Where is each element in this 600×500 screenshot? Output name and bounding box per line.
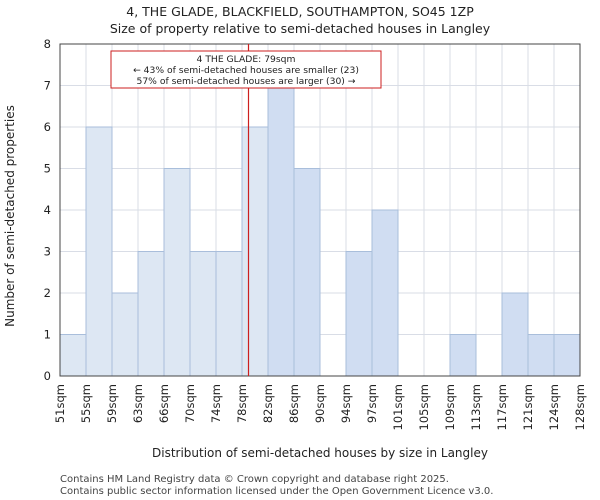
annotation-line2: ← 43% of semi-detached houses are smalle… — [133, 65, 359, 76]
bar-94sqm — [345, 251, 373, 377]
footer-line1: Contains HM Land Registry data © Crown c… — [60, 474, 449, 485]
x-tick-66sqm: 66sqm — [157, 384, 171, 423]
bars-layer — [59, 85, 581, 377]
x-tick-117sqm: 117sqm — [495, 384, 509, 430]
bar-78sqm — [241, 126, 269, 377]
x-tick-74sqm: 74sqm — [209, 384, 223, 423]
bar-66sqm — [163, 168, 191, 377]
x-tick-51sqm: 51sqm — [53, 384, 67, 423]
bar-51sqm — [59, 334, 87, 377]
bar-124sqm — [553, 334, 581, 377]
bar-74sqm — [215, 251, 243, 377]
bar-82sqm — [267, 85, 295, 377]
bar-97sqm — [371, 209, 399, 377]
x-tick-113sqm: 113sqm — [469, 384, 483, 430]
x-tick-63sqm: 63sqm — [131, 384, 145, 423]
y-tick-8: 8 — [44, 37, 51, 51]
chart-title-line1: 4, THE GLADE, BLACKFIELD, SOUTHAMPTON, S… — [126, 4, 474, 19]
y-tick-0: 0 — [44, 369, 51, 383]
x-tick-82sqm: 82sqm — [261, 384, 275, 423]
bar-63sqm — [137, 251, 165, 377]
y-axis-label: Number of semi-detached properties — [3, 105, 17, 327]
bar-55sqm — [85, 126, 113, 377]
x-tick-78sqm: 78sqm — [235, 384, 249, 423]
annotation-frame — [110, 50, 382, 89]
x-axis-label: Distribution of semi-detached houses by … — [152, 446, 488, 460]
plot-frame — [59, 43, 581, 377]
annotation-line3: 57% of semi-detached houses are larger (… — [136, 76, 355, 87]
x-tick-90sqm: 90sqm — [313, 384, 327, 423]
x-tick-86sqm: 86sqm — [287, 384, 301, 423]
x-tick-128sqm: 128sqm — [573, 384, 587, 430]
y-tick-4: 4 — [44, 203, 51, 217]
y-tick-7: 7 — [44, 79, 51, 93]
bar-70sqm — [189, 251, 217, 377]
y-tick-3: 3 — [44, 245, 51, 259]
footer-line2: Contains public sector information licen… — [60, 486, 493, 497]
x-tick-101sqm: 101sqm — [391, 384, 405, 430]
bar-121sqm — [527, 334, 555, 377]
bar-59sqm — [111, 292, 139, 377]
x-tick-97sqm: 97sqm — [365, 384, 379, 423]
y-tick-labels: 0 1 2 3 4 5 6 7 8 — [44, 37, 51, 383]
x-tick-55sqm: 55sqm — [79, 384, 93, 423]
y-tick-1: 1 — [44, 328, 51, 342]
x-tick-124sqm: 124sqm — [547, 384, 561, 430]
x-tick-70sqm: 70sqm — [183, 384, 197, 423]
x-tick-labels: 51sqm 55sqm 59sqm 63sqm 66sqm 70sqm 74sqm 78sqm… — [53, 384, 587, 430]
y-tick-6: 6 — [44, 120, 51, 134]
x-tick-94sqm: 94sqm — [339, 384, 353, 423]
y-tick-5: 5 — [44, 162, 51, 176]
annotation-box: 4 THE GLADE: 79sqm ← 43% of semi-detache… — [110, 50, 382, 89]
bar-109sqm — [449, 334, 477, 377]
bar-117sqm — [501, 292, 529, 377]
chart-title-line2: Size of property relative to semi-detach… — [110, 21, 491, 36]
x-tick-121sqm: 121sqm — [521, 384, 535, 430]
bar-86sqm — [293, 168, 321, 377]
annotation-line1: 4 THE GLADE: 79sqm — [197, 54, 296, 65]
x-tick-109sqm: 109sqm — [443, 384, 457, 430]
x-tick-59sqm: 59sqm — [105, 384, 119, 423]
y-tick-2: 2 — [44, 286, 51, 300]
x-tick-105sqm: 105sqm — [417, 384, 431, 430]
